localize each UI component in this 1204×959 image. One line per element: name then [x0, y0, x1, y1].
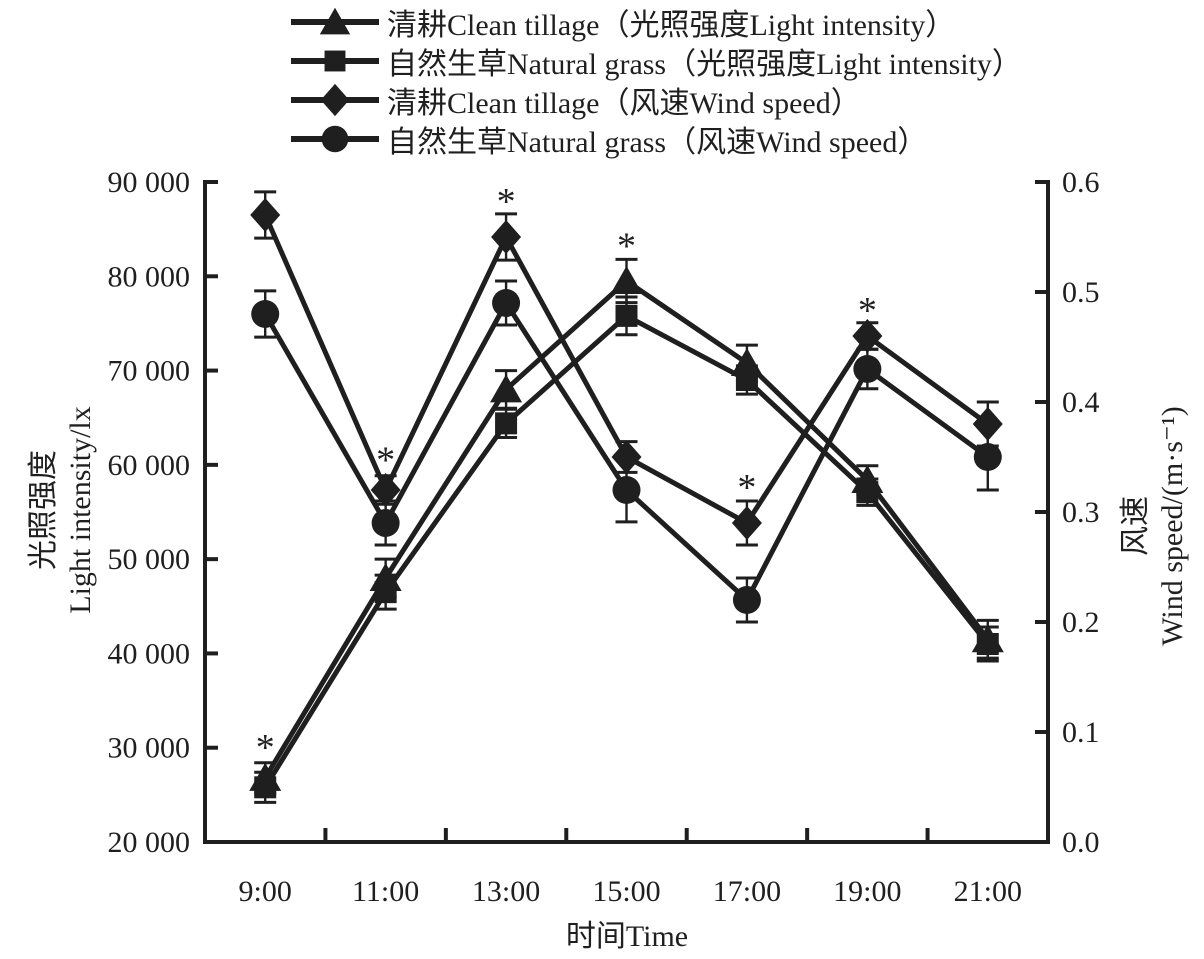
right-axis-title: 风速 Wind speed/(m·s⁻¹) [1117, 406, 1191, 645]
left-tick-label: 80 000 [108, 260, 191, 293]
x-tick-label: 13:00 [472, 875, 540, 908]
legend-item: 清耕Clean tillage（光照强度Light intensity） [291, 2, 1022, 42]
right-tick-label: 0.5 [1062, 276, 1100, 309]
right-tick-label: 0.0 [1062, 826, 1100, 859]
x-tick-label: 15:00 [592, 875, 660, 908]
legend-sample-triangle [291, 7, 379, 34]
legend-sample-diamond [291, 83, 379, 116]
right-tick-label: 0.2 [1062, 606, 1100, 639]
significance-asterisk: * [256, 727, 275, 769]
chart-legend: 清耕Clean tillage（光照强度Light intensity） 自然生草… [291, 2, 1022, 159]
diamond-marker [972, 407, 1003, 441]
significance-asterisk: * [497, 181, 516, 223]
left-tick-label: 70 000 [108, 355, 191, 388]
square-marker [856, 481, 879, 504]
series-0-triangle [254, 257, 999, 795]
x-tick-label: 9:00 [239, 875, 292, 908]
error-bars [254, 257, 999, 795]
x-tick-label: 11:00 [352, 875, 419, 908]
circle-marker [321, 125, 349, 152]
significance-asterisk: * [858, 290, 877, 332]
series-1-square [254, 295, 999, 804]
left-tick-label: 90 000 [108, 166, 191, 199]
circle-marker [371, 509, 400, 537]
legend-item-label: 清耕Clean tillage（光照强度Light intensity） [387, 8, 956, 42]
square-marker [324, 50, 346, 71]
significance-asterisk: * [617, 226, 636, 268]
legend-item: 自然生草Natural grass（光照强度Light intensity） [291, 41, 1022, 81]
tick-marks [205, 180, 1048, 842]
left-axis-tick-labels: 20 000 30 000 40 000 50 000 60 000 70 000 80 0… [108, 166, 191, 859]
diamond-marker [250, 198, 281, 232]
triangle-marker [610, 266, 643, 294]
legend-item-label: 清耕Clean tillage（风速Wind speed） [387, 86, 861, 120]
significance-asterisk: * [376, 440, 395, 482]
circle-marker [251, 300, 280, 328]
square-marker [976, 633, 999, 655]
left-axis-title-en: Light intensity/lx [64, 406, 97, 614]
left-axis-title: 光照强度 Light intensity/lx [25, 406, 99, 614]
x-tick-label: 19:00 [833, 875, 901, 908]
legend-item: 清耕Clean tillage（风速Wind speed） [291, 80, 1022, 120]
right-axis-title-zh: 风速 [1119, 496, 1152, 556]
circle-marker [973, 443, 1002, 471]
x-axis-tick-labels: 9:00 11:00 13:00 15:00 17:00 19:00 21:00 [239, 875, 1022, 908]
diamond-marker [491, 220, 522, 254]
diamond-marker [852, 319, 883, 353]
diamond-marker [320, 83, 350, 116]
x-tick-label: 17:00 [713, 875, 781, 908]
triangle-marker [490, 374, 523, 403]
circle-marker [732, 586, 761, 614]
right-tick-label: 0.4 [1062, 386, 1100, 419]
circle-marker [612, 476, 641, 504]
left-tick-label: 50 000 [108, 543, 191, 576]
diamond-marker [370, 473, 401, 507]
significance-annotations: * * * * * * [256, 181, 877, 769]
legend-item: 自然生草Natural grass（风速Wind speed） [291, 119, 1022, 159]
diamond-marker [731, 506, 762, 540]
error-bars [254, 295, 999, 804]
square-marker [735, 369, 758, 391]
square-marker [615, 304, 638, 327]
left-axis-title-zh: 光照强度 [27, 450, 60, 570]
series-markers [249, 198, 1004, 799]
left-tick-label: 30 000 [108, 732, 191, 765]
significance-asterisk: * [737, 467, 756, 509]
left-tick-label: 60 000 [108, 449, 191, 482]
square-marker [254, 776, 277, 799]
square-marker [495, 412, 518, 435]
right-tick-label: 0.6 [1062, 166, 1100, 199]
left-tick-label: 20 000 [108, 826, 191, 859]
diamond-marker [611, 440, 642, 474]
x-axis-title: 时间Time [565, 920, 689, 953]
left-tick-label: 40 000 [108, 637, 191, 670]
legend-item-label: 自然生草Natural grass（风速Wind speed） [387, 125, 928, 159]
legend-sample-circle [291, 125, 379, 152]
circle-marker [853, 355, 882, 383]
circle-marker [492, 289, 521, 317]
right-axis-title-en: Wind speed/(m·s⁻¹) [1156, 406, 1189, 646]
legend-item-label: 自然生草Natural grass（光照强度Light intensity） [387, 47, 1022, 81]
square-marker [374, 581, 397, 604]
series-line [263, 312, 990, 789]
right-axis-tick-labels: 0.0 0.1 0.2 0.3 0.4 0.5 0.6 [1062, 166, 1100, 859]
right-tick-label: 0.3 [1062, 496, 1100, 529]
x-tick-label: 21:00 [954, 875, 1022, 908]
triangle-marker [319, 7, 351, 34]
legend-sample-square [291, 50, 379, 71]
right-tick-label: 0.1 [1062, 716, 1100, 749]
